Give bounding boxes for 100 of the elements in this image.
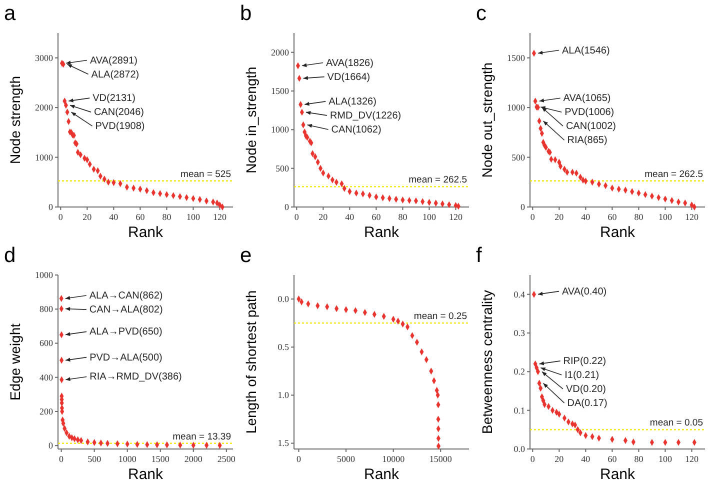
y-tick-label: 1500: [507, 52, 526, 63]
y-tick-label: 0.2: [514, 366, 525, 377]
x-tick-label: 40: [109, 212, 119, 222]
annotation: AVA(1826): [326, 58, 374, 69]
annotation: ALA(1326): [328, 96, 376, 108]
annotation: VD(0.20): [566, 384, 606, 395]
annotation: CAN(1062): [331, 124, 382, 136]
y-tick-label: 0.0: [514, 444, 526, 454]
x-tick-label: 10000: [382, 454, 406, 464]
chart-title: b: [240, 2, 252, 25]
chart-title: f: [476, 244, 482, 267]
x-axis-title: Rank: [364, 224, 400, 241]
y-tick-label: 0: [48, 202, 54, 212]
x-tick-label: 80: [162, 212, 172, 222]
ref-line-label: mean = 0.05: [650, 418, 703, 429]
annotation: AVA(0.40): [562, 286, 607, 298]
x-tick-label: 120: [684, 454, 699, 464]
y-axis-title: Node out_strength: [479, 62, 495, 178]
chart-title: d: [4, 244, 16, 267]
y-tick-label: 1.5: [278, 438, 290, 448]
x-tick-label: 0: [296, 454, 302, 464]
x-axis-title: Rank: [600, 224, 636, 241]
y-tick-label: 0.0: [278, 294, 290, 304]
x-tick-label: 120: [448, 212, 463, 222]
ref-line-label: mean = 0.25: [414, 311, 467, 322]
y-tick-label: 0: [48, 440, 54, 451]
x-tick-label: 100: [658, 212, 672, 222]
x-tick-label: 60: [608, 212, 618, 222]
chart-title: c: [476, 2, 486, 25]
x-tick-label: 0: [530, 454, 536, 464]
x-tick-label: 2500: [217, 454, 236, 464]
x-tick-label: 60: [136, 212, 146, 222]
annotation: PVD(1006): [564, 107, 614, 118]
annotation: DA(0.17): [567, 398, 608, 409]
x-tick-label: 500: [88, 454, 102, 464]
annotation: CAN→ALA(802): [89, 304, 163, 316]
chart-title: a: [4, 2, 16, 25]
x-tick-label: 80: [634, 454, 644, 464]
annotation: AVA(1065): [563, 93, 611, 104]
y-tick-label: 0.3: [514, 328, 526, 338]
y-tick-label: 500: [512, 152, 526, 162]
x-tick-label: 0: [58, 212, 64, 222]
chart-title: e: [240, 244, 252, 267]
annotation: VD(2131): [92, 93, 136, 104]
y-tick-label: 1.0: [278, 390, 290, 400]
x-tick-label: 40: [581, 454, 591, 464]
annotation: CAN(2046): [94, 107, 144, 118]
x-tick-label: 0: [530, 212, 536, 222]
x-tick-label: 20: [554, 454, 564, 464]
y-tick-label: 0: [520, 202, 526, 212]
x-tick-label: 100: [658, 454, 672, 464]
x-tick-label: 1500: [151, 454, 170, 464]
annotation: RIA(865): [567, 135, 608, 146]
y-tick-label: 800: [40, 304, 54, 314]
ref-line-label: mean = 262.5: [644, 168, 703, 180]
y-axis-title: Node in_strength: [243, 66, 259, 174]
ref-line-label: mean = 13.39: [172, 431, 231, 442]
y-tick-label: 2000: [271, 47, 290, 58]
x-tick-label: 0: [59, 454, 64, 464]
y-tick-label: 500: [276, 163, 290, 174]
ref-line-label: mean = 525: [180, 168, 231, 180]
annotation: CAN(1002): [566, 121, 616, 132]
annotation: VD(1664): [327, 72, 370, 83]
ref-line-label: mean = 262.5: [408, 174, 467, 186]
y-tick-label: 400: [40, 372, 54, 382]
y-tick-label: 0: [284, 202, 290, 212]
x-tick-label: 5000: [337, 454, 356, 464]
x-axis-title: Rank: [600, 466, 636, 483]
y-tick-label: 1000: [507, 102, 526, 113]
x-tick-label: 20: [318, 212, 328, 222]
annotation: ALA→PVD(650): [90, 326, 162, 338]
x-tick-label: 60: [608, 454, 618, 464]
x-tick-label: 80: [398, 212, 408, 222]
x-tick-label: 15000: [429, 454, 452, 464]
y-axis-title: Betweenness centrality: [479, 290, 495, 434]
y-tick-label: 1500: [271, 86, 290, 96]
annotation: ALA(1546): [562, 45, 610, 56]
annotation: ALA(2872): [91, 69, 140, 80]
y-axis-title: Edge weight: [7, 323, 23, 401]
x-axis-title: Rank: [128, 466, 164, 483]
y-tick-label: 0.4: [514, 289, 526, 300]
y-tick-label: 3000: [35, 52, 54, 63]
y-tick-label: 0.1: [514, 405, 525, 416]
x-tick-label: 120: [212, 212, 227, 222]
x-tick-label: 100: [186, 212, 200, 222]
x-tick-label: 20: [82, 212, 92, 222]
x-tick-label: 20: [554, 212, 564, 222]
annotation: RIP(0.22): [563, 356, 606, 367]
x-tick-label: 0: [294, 212, 300, 222]
y-tick-label: 200: [40, 406, 54, 416]
y-tick-label: 0.5: [278, 342, 290, 352]
x-axis-title: Rank: [364, 466, 400, 483]
annotation: ALA→CAN(862): [89, 290, 163, 302]
annotation: AVA(2891): [90, 55, 138, 66]
x-tick-label: 100: [422, 212, 436, 222]
y-axis-title: Length of shortest path: [243, 290, 259, 434]
x-axis-title: Rank: [128, 224, 164, 241]
x-tick-label: 40: [581, 212, 591, 222]
annotation: RMD_DV(1226): [330, 110, 402, 122]
y-tick-label: 600: [40, 338, 54, 348]
